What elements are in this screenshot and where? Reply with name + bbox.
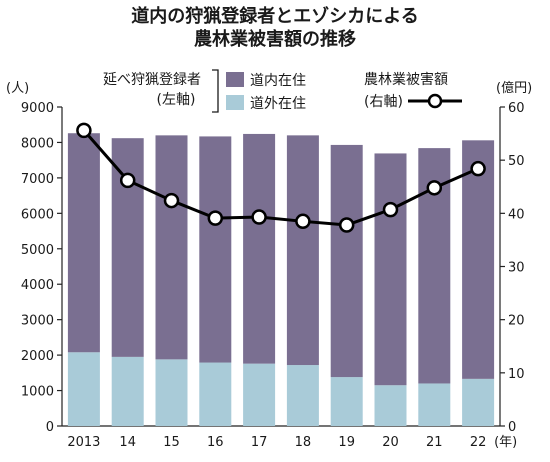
chart-title-line-2: 農林業被害額の推移 bbox=[194, 28, 356, 50]
right-axis-unit: (億円) bbox=[496, 80, 532, 96]
left-axis-unit: (人) bbox=[6, 81, 29, 96]
bar-nonresident bbox=[199, 362, 232, 426]
bar-nonresident bbox=[462, 378, 495, 426]
damage-point bbox=[295, 213, 311, 230]
bar-resident bbox=[286, 135, 319, 366]
left-tick-label: 7000 bbox=[21, 172, 54, 187]
legend-swatch-nonresident bbox=[226, 95, 244, 110]
bar-nonresident bbox=[111, 356, 144, 426]
bar-nonresident bbox=[374, 385, 407, 426]
bar-resident bbox=[243, 133, 276, 364]
legend-bracket bbox=[212, 69, 219, 113]
x-tick-label: 14 bbox=[119, 435, 136, 450]
x-tick-label: 20 bbox=[382, 435, 399, 450]
damage-line bbox=[82, 129, 479, 227]
right-tick-label: 0 bbox=[508, 420, 516, 435]
legend-damage-label: 農林業被害額 bbox=[364, 72, 448, 88]
damage-point bbox=[163, 192, 180, 209]
damage-point bbox=[76, 122, 92, 139]
damage-point bbox=[119, 172, 136, 189]
bar-resident bbox=[462, 140, 495, 379]
x-tick-label: 2013 bbox=[67, 435, 100, 450]
bar-nonresident bbox=[67, 352, 100, 426]
plot-area: 0 1000 2000 3000 4000 5000 6000 7000 8000 9000 0 10… bbox=[21, 101, 525, 450]
bar-nonresident bbox=[243, 363, 276, 426]
right-tick-label: 30 bbox=[508, 261, 525, 276]
left-tick-label: 0 bbox=[46, 420, 54, 435]
right-tick-label: 20 bbox=[508, 314, 525, 329]
x-tick-label: 16 bbox=[207, 435, 224, 450]
x-tick-label: 15 bbox=[163, 435, 180, 450]
damage-point bbox=[207, 210, 224, 226]
bar-nonresident bbox=[418, 383, 451, 426]
bar-nonresident bbox=[330, 377, 363, 426]
bar-resident bbox=[67, 133, 100, 353]
bar-resident bbox=[199, 136, 232, 363]
left-tick-label: 3000 bbox=[21, 314, 54, 329]
left-tick-label: 9000 bbox=[21, 101, 54, 116]
legend-nonresident-label: 道外在住 bbox=[250, 96, 306, 112]
damage-point bbox=[382, 201, 399, 218]
right-tick-label: 10 bbox=[508, 367, 525, 382]
damage-point bbox=[470, 160, 486, 177]
left-tick-label: 5000 bbox=[21, 243, 54, 258]
bar-nonresident bbox=[155, 359, 188, 426]
x-tick-label: 19 bbox=[338, 435, 355, 450]
x-tick-label: 18 bbox=[295, 435, 312, 450]
left-tick-label: 8000 bbox=[21, 136, 54, 151]
damage-point bbox=[426, 180, 443, 196]
right-tick-label: 50 bbox=[508, 154, 525, 169]
legend-hunters-label: 延べ狩猟登録者 bbox=[103, 72, 201, 88]
x-axis-unit: (年) bbox=[494, 435, 517, 450]
right-tick-label: 40 bbox=[508, 207, 525, 222]
legend-damage-axis: (右軸) bbox=[364, 94, 403, 110]
bar-resident bbox=[155, 135, 188, 360]
bar-resident bbox=[374, 153, 407, 386]
legend-hunters-axis: (左軸) bbox=[157, 92, 196, 108]
x-tick-label: 22 bbox=[470, 435, 487, 450]
bar-resident bbox=[330, 144, 363, 378]
bar-resident bbox=[111, 138, 144, 357]
left-tick-label: 4000 bbox=[21, 278, 54, 293]
x-tick-label: 21 bbox=[426, 435, 443, 450]
chart-title-line-1: 道内の狩猟登録者とエゾシカによる bbox=[131, 5, 418, 27]
left-tick-label: 6000 bbox=[21, 207, 54, 222]
legend-resident-label: 道内在住 bbox=[250, 73, 306, 89]
x-tick-label: 17 bbox=[251, 435, 268, 450]
legend-marker-sample bbox=[427, 93, 443, 109]
damage-point bbox=[251, 209, 267, 225]
left-tick-label: 1000 bbox=[21, 385, 54, 400]
bar-nonresident bbox=[286, 365, 319, 426]
right-tick-label: 60 bbox=[508, 101, 525, 116]
left-tick-label: 2000 bbox=[21, 349, 54, 364]
legend-swatch-resident bbox=[226, 72, 244, 87]
damage-point bbox=[338, 217, 355, 233]
